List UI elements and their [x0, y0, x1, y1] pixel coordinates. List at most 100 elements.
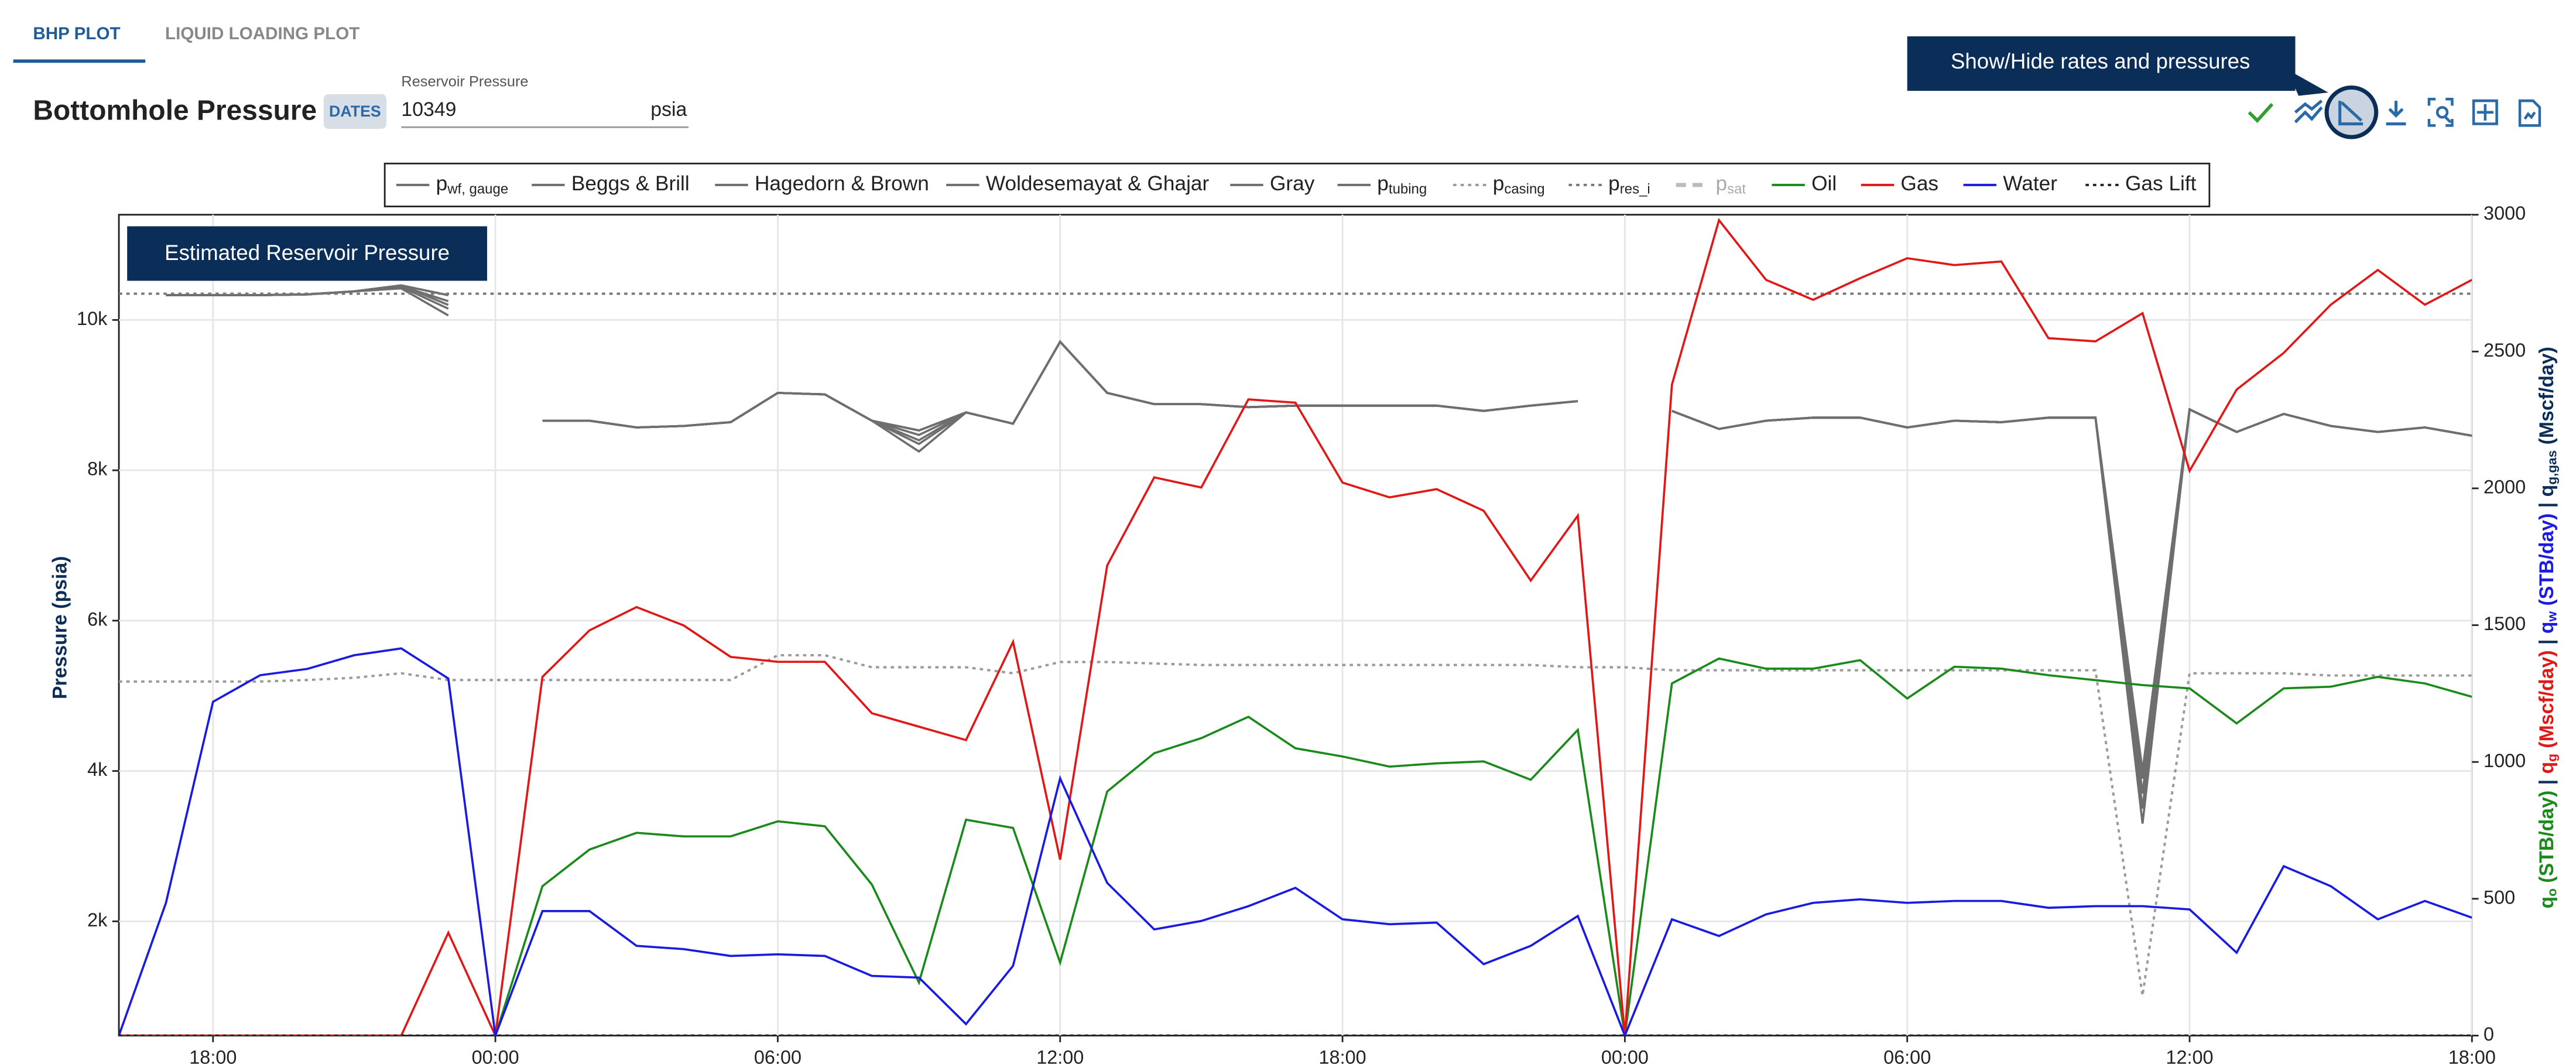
y2-label-sub: o	[2544, 888, 2559, 897]
legend-label: Hagedorn & Brown	[755, 172, 929, 195]
y-tick-label: 8k	[87, 459, 108, 480]
series-line	[166, 284, 2472, 771]
y-tick-label: 6k	[87, 608, 108, 629]
legend-name: p	[1716, 172, 1728, 195]
legend-sub: sat	[1727, 182, 1746, 197]
y2-label-unit: (Mscf/day)	[2536, 650, 2558, 754]
y2-label-separator: |	[2536, 634, 2558, 650]
y-tick-label: 10k	[77, 308, 108, 329]
series-line	[166, 284, 2472, 779]
y2-tick-label: 2000	[2483, 477, 2526, 498]
dates-button-label[interactable]: DATES	[329, 102, 381, 120]
series-line	[119, 654, 2472, 996]
y2-tick-label: 1500	[2483, 613, 2526, 634]
legend-name: p	[1493, 172, 1505, 195]
legend-label: Gas	[1900, 172, 1938, 195]
y2-tick-label: 2500	[2483, 340, 2526, 361]
y2-label-sub: g,gas	[2544, 450, 2559, 485]
legend-label: pres_i	[1608, 172, 1650, 197]
legend-sub: casing	[1504, 182, 1544, 197]
y2-tick-label: 0	[2483, 1024, 2494, 1045]
page-title: Bottomhole Pressure	[33, 95, 317, 126]
x-tick-label: 12:00	[2166, 1047, 2213, 1064]
legend-name: Woldesemayat & Ghajar	[986, 172, 1210, 195]
y2-label-unit: (Mscf/day)	[2536, 347, 2558, 450]
x-tick-label: 18:00	[1319, 1047, 1366, 1064]
tab-liquid-loading[interactable]: LIQUID LOADING PLOT	[165, 24, 359, 43]
field-value[interactable]: 10349	[401, 98, 456, 121]
dates-button[interactable]	[323, 94, 386, 129]
legend-label: Gas Lift	[2125, 172, 2197, 195]
export-icon[interactable]	[2518, 99, 2541, 127]
x-tick-label: 18:00	[2448, 1047, 2496, 1064]
pan-icon[interactable]	[2472, 99, 2498, 125]
y-tick-label: 4k	[87, 759, 108, 780]
annotation-box	[127, 226, 488, 281]
y2-label-symbol: q	[2536, 621, 2558, 634]
legend-name: p	[1608, 172, 1620, 195]
y2-label-symbol: q	[2536, 762, 2558, 774]
y2-label-symbol: q	[2536, 485, 2558, 497]
legend-name: Water	[2003, 172, 2057, 195]
legend-name: Gas Lift	[2125, 172, 2197, 195]
legend-label: pcasing	[1493, 172, 1545, 197]
series-line	[494, 657, 2472, 1036]
x-tick-label: 00:00	[472, 1047, 519, 1064]
y2-label-unit: (STB/day)	[2536, 791, 2558, 888]
y2-axis-label: qo (STB/day) | qg (Mscf/day) | qw (STB/d…	[2536, 347, 2559, 908]
y2-label-separator: |	[2536, 497, 2558, 513]
legend-label: Gray	[1270, 172, 1315, 195]
series-line	[166, 286, 2472, 809]
field-label: Reservoir Pressure	[401, 74, 528, 90]
legend-label: Water	[2003, 172, 2057, 195]
legend-sub: res_i	[1620, 182, 1650, 197]
annotation: Estimated Reservoir Pressure	[165, 241, 450, 265]
tooltip-arrow	[2287, 69, 2328, 96]
series-line	[166, 284, 2472, 779]
legend-label: Woldesemayat & Ghajar	[986, 172, 1210, 195]
x-tick-label: 12:00	[1036, 1047, 1084, 1064]
legend-sub: tubing	[1389, 182, 1427, 197]
legend-label: ptubing	[1377, 172, 1427, 197]
legend-name: Gray	[1270, 172, 1315, 195]
series-line	[166, 287, 2472, 824]
tooltip	[1907, 36, 2296, 91]
legend-label: psat	[1716, 172, 1746, 197]
y2-tick-label: 3000	[2483, 203, 2526, 224]
legend-sub: wf, gauge	[447, 182, 508, 197]
series-line	[119, 218, 2472, 1036]
y-axis-label: Pressure (psia)	[49, 556, 71, 699]
y2-label-sub: g	[2544, 754, 2559, 762]
legend-name: p	[436, 172, 448, 195]
y2-tick-label: 500	[2483, 887, 2515, 908]
rates-icon[interactable]	[2294, 100, 2323, 124]
download-icon[interactable]	[2386, 101, 2406, 126]
y2-label-sub: w	[2544, 611, 2559, 622]
x-tick-label: 00:00	[1601, 1047, 1649, 1064]
legend-name: Beggs & Brill	[571, 172, 690, 195]
y2-tick-label: 1000	[2483, 750, 2526, 771]
series-line	[166, 285, 2472, 794]
legend-label: Beggs & Brill	[571, 172, 690, 195]
legend-label: Oil	[1811, 172, 1837, 195]
apply-icon[interactable]	[2248, 102, 2274, 124]
tooltip-text: Show/Hide rates and pressures	[1951, 49, 2250, 73]
legend-name: Hagedorn & Brown	[755, 172, 929, 195]
legend-name: p	[1377, 172, 1389, 195]
legend-name: Gas	[1900, 172, 1938, 195]
zoom-icon[interactable]	[2427, 97, 2454, 127]
x-tick-label: 18:00	[189, 1047, 237, 1064]
legend-name: Oil	[1811, 172, 1837, 195]
y2-label-separator: |	[2536, 774, 2558, 791]
legend-label: pwf, gauge	[436, 172, 509, 197]
series-line	[119, 647, 2472, 1036]
y-tick-label: 2k	[87, 909, 108, 930]
x-tick-label: 06:00	[1883, 1047, 1931, 1064]
field-unit: psia	[650, 98, 687, 121]
tab-bhp[interactable]: BHP PLOT	[33, 24, 120, 43]
y2-label-symbol: q	[2536, 897, 2558, 909]
x-tick-label: 06:00	[754, 1047, 801, 1064]
y2-label-unit: (STB/day)	[2536, 514, 2558, 611]
legend-box	[383, 162, 2211, 207]
